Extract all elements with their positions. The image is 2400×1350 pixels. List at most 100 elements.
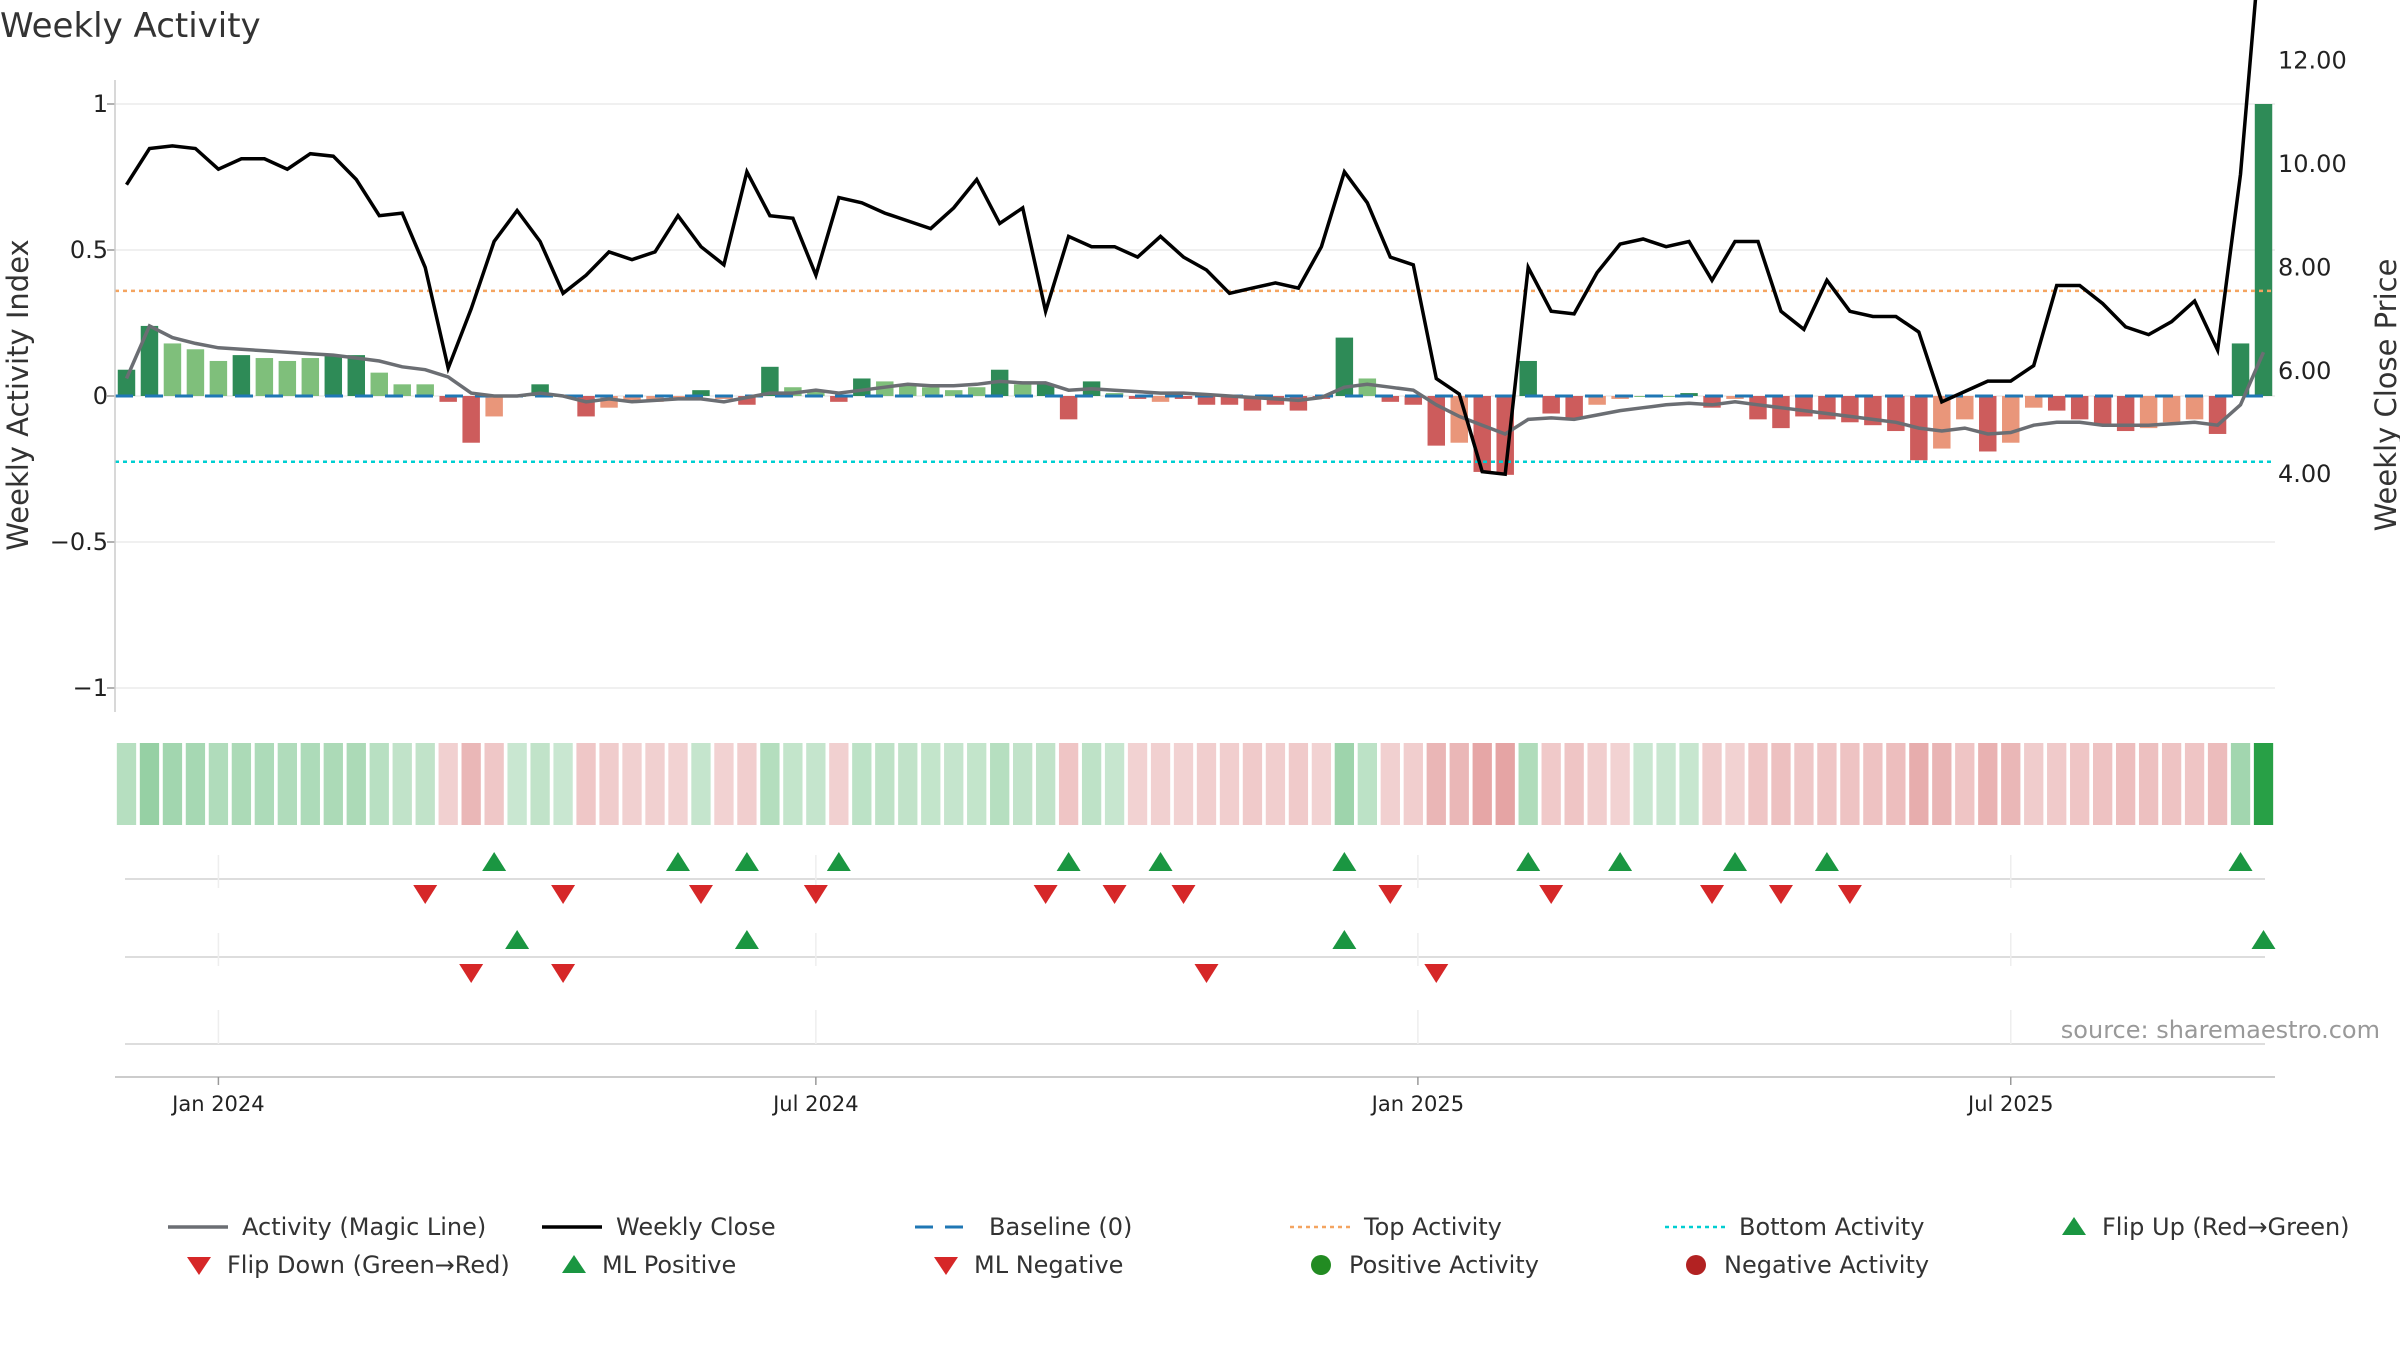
y-right-tick-label: 10.00	[2278, 150, 2347, 178]
activity-bar	[1795, 396, 1813, 417]
y-left-tick-label: 1	[93, 90, 108, 118]
activity-strip-cell	[1863, 743, 1883, 825]
y-right-tick-label: 4.00	[2278, 460, 2331, 488]
activity-strip-cell	[553, 743, 573, 825]
activity-bar	[117, 369, 136, 396]
activity-bar	[324, 355, 343, 396]
activity-bar	[2116, 396, 2135, 432]
activity-strip-cell	[415, 743, 435, 825]
activity-strip-cell	[1196, 743, 1217, 825]
activity-strip-cell	[599, 743, 619, 825]
activity-bar	[1174, 396, 1193, 399]
legend-item-baseline: Baseline (0)	[915, 1213, 1132, 1241]
x-tick-label: Jul 2024	[771, 1092, 858, 1116]
activity-bar	[347, 355, 366, 396]
activity-strip-cell	[921, 743, 941, 825]
ml-negative-marker	[1194, 964, 1219, 983]
activity-strip-cell	[990, 743, 1010, 825]
legend-label: Flip Up (Red→Green)	[2102, 1213, 2350, 1241]
activity-strip-cell	[1817, 743, 1837, 825]
activity-bar	[1565, 396, 1583, 420]
activity-strip-cell	[875, 743, 895, 825]
flip-up-marker	[665, 852, 690, 871]
activity-bar	[1381, 396, 1400, 402]
mlpos-legend-swatch	[562, 1255, 586, 1273]
flip-down-marker	[1171, 885, 1196, 904]
activity-bar	[301, 358, 320, 396]
source-label: source: sharemaestro.com	[2061, 1016, 2380, 1044]
flip-up-marker	[826, 852, 851, 871]
posact-legend-swatch	[1311, 1255, 1331, 1275]
activity-strip-cell	[783, 743, 803, 825]
activity-strip-cell	[2138, 743, 2159, 825]
activity-strip-cell	[1610, 743, 1630, 825]
ml-positive-marker	[505, 930, 530, 949]
activity-bar	[899, 384, 917, 396]
activity-bar	[1703, 396, 1721, 408]
activity-bar	[2139, 396, 2158, 429]
activity-strip-cell	[323, 743, 343, 825]
activity-strip-cell	[714, 743, 734, 825]
legend: Activity (Magic Line) Weekly Close Baselin…	[0, 1205, 2400, 1295]
activity-bar	[1979, 396, 1997, 452]
activity-strip-cell	[1449, 743, 1469, 825]
legend-label: Flip Down (Green→Red)	[227, 1251, 510, 1279]
activity-bar	[623, 396, 641, 402]
flip-down-marker	[1700, 885, 1725, 904]
activity-bar	[1013, 384, 1032, 396]
activity-strip-cell	[116, 743, 137, 825]
activity-strip-cell	[277, 743, 297, 825]
legend-item-negact: Negative Activity	[1682, 1251, 1929, 1279]
activity-bar	[922, 387, 940, 396]
activity-bar	[1358, 378, 1377, 396]
legend-label: ML Positive	[602, 1251, 737, 1279]
activity-strip-cell	[185, 743, 206, 825]
activity-bar	[1220, 396, 1239, 405]
activity-strip-cell	[691, 743, 711, 825]
activity-strip-cell	[1978, 743, 1998, 825]
activity-bar	[140, 325, 159, 396]
activity-strip-cell	[2207, 743, 2228, 825]
flip-down-marker	[1539, 885, 1564, 904]
activity-strip-cell	[1173, 743, 1194, 825]
activity-bar	[1542, 396, 1560, 414]
ml-positive-marker	[1332, 930, 1357, 949]
activity-bar	[738, 396, 756, 405]
mlneg-legend-swatch	[934, 1257, 958, 1275]
flip-up-marker	[1332, 852, 1357, 871]
legend-label: Weekly Close	[616, 1213, 776, 1241]
activity-strip-cell	[139, 743, 160, 825]
magic-line-series	[124, 323, 2266, 436]
activity-strip-cell	[1403, 743, 1423, 825]
flip-up-marker	[1148, 852, 1173, 871]
activity-strip-cell	[2184, 743, 2205, 825]
activity-strip-cell	[1472, 743, 1492, 825]
top-legend-swatch	[1290, 1225, 1350, 1229]
flip-down-marker	[551, 885, 576, 904]
activity-bar	[462, 396, 480, 443]
activity-strip-cell	[760, 743, 780, 825]
activity-strip-cell	[1886, 743, 1906, 825]
legend-label: Top Activity	[1364, 1213, 1502, 1241]
activity-bar	[2070, 396, 2089, 420]
activity-strip-cell	[1541, 743, 1561, 825]
activity-strip-cell	[2001, 743, 2021, 825]
ml-positive-marker	[734, 930, 759, 949]
activity-strip-cell	[1150, 743, 1171, 825]
activity-strip-cell	[944, 743, 964, 825]
activity-bar	[2185, 396, 2204, 420]
activity-strip-cell	[2161, 743, 2182, 825]
x-tick-label: Jan 2024	[170, 1092, 265, 1116]
bottom-legend-swatch	[1665, 1225, 1725, 1229]
activity-strip-cell	[1587, 743, 1607, 825]
activity-strip-cell	[1127, 743, 1148, 825]
activity-bar	[600, 396, 618, 408]
magic-legend-swatch	[168, 1225, 228, 1229]
ml-positive-marker	[2251, 930, 2276, 949]
activity-strip-cell	[392, 743, 412, 825]
activity-bar	[967, 387, 986, 396]
flip-down-marker	[1102, 885, 1127, 904]
activity-strip-cell	[1840, 743, 1860, 825]
legend-item-mlpos: ML Positive	[560, 1251, 736, 1279]
activity-strip-cell	[530, 743, 550, 825]
